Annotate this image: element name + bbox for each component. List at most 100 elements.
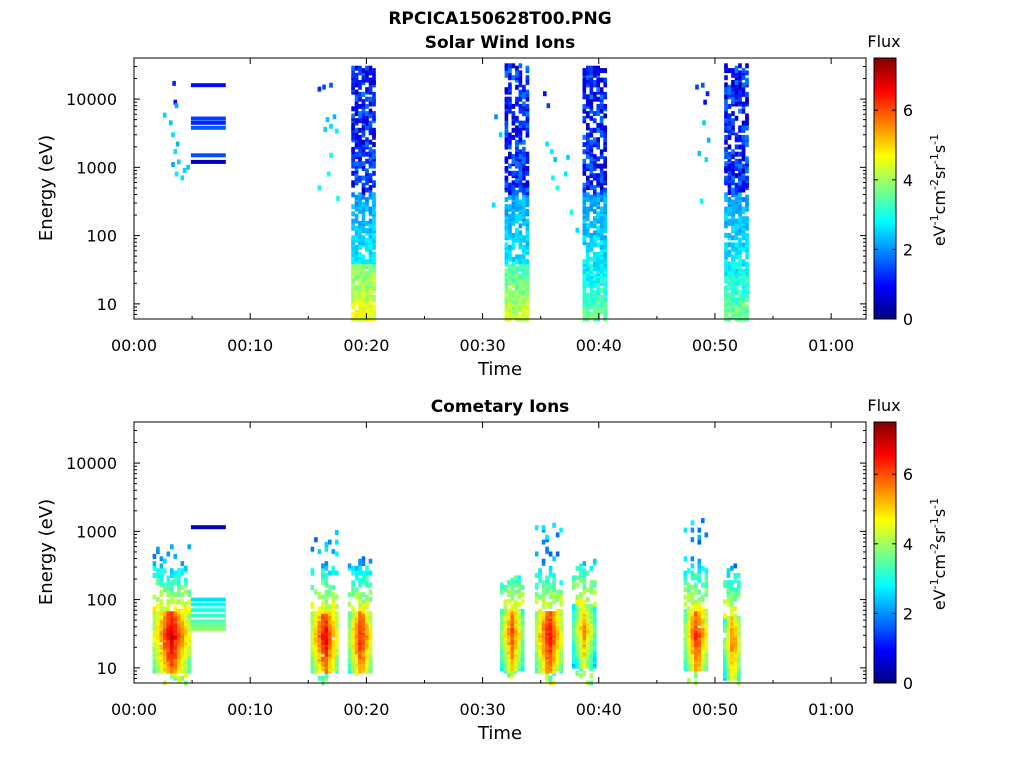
burst-cell (354, 299, 359, 305)
burst-cell (586, 154, 590, 160)
cluster-cell (730, 616, 734, 621)
cluster-cell (159, 661, 164, 667)
colorbar-ticks: 0 2 4 6 (874, 101, 913, 329)
burst-cell (596, 211, 600, 217)
cluster-cell (552, 592, 556, 598)
cluster-cell (730, 584, 734, 590)
burst-cell (596, 156, 600, 162)
cluster-cell (704, 577, 709, 583)
burst-cell (589, 290, 594, 296)
burst-cell (525, 166, 530, 171)
flux-cell (171, 162, 175, 167)
y-tick-label: 1000 (76, 158, 117, 177)
cluster-cell (361, 561, 366, 567)
burst-cell (504, 137, 509, 143)
burst-cell (731, 180, 735, 186)
cluster-cell (365, 582, 369, 588)
cluster-cell (361, 618, 366, 624)
burst-cell (599, 163, 604, 169)
burst-cell (372, 268, 376, 274)
burst-cell (734, 261, 739, 267)
cluster-cell (697, 527, 702, 533)
burst-cell (522, 189, 526, 195)
burst-cell (596, 242, 600, 248)
burst-cell (603, 244, 607, 250)
cluster-cell (159, 623, 164, 629)
burst-cell (365, 168, 369, 174)
burst-cell (354, 151, 359, 157)
cluster-cell (310, 601, 315, 607)
cluster-cell (507, 589, 511, 595)
burst-cell (354, 225, 359, 231)
burst-cell (515, 285, 519, 291)
cluster-cell (517, 575, 521, 581)
burst-cell (603, 192, 607, 198)
cluster-cell (331, 549, 336, 555)
burst-cell (522, 201, 526, 207)
burst-cell (504, 63, 509, 69)
burst-cell (741, 82, 746, 88)
burst-cell (586, 197, 590, 203)
burst-cell (368, 96, 373, 102)
burst-cell (727, 278, 732, 284)
cluster-cell (361, 604, 366, 610)
burst-cell (351, 123, 355, 128)
colorbar: Flux 0 2 4 6 eV-1cm-2sr-1s-1 (867, 32, 949, 329)
cluster-cell (166, 616, 171, 621)
cluster-cell (586, 604, 590, 610)
burst-cell (361, 254, 366, 260)
burst-cell (596, 163, 600, 169)
burst-cell (586, 132, 590, 138)
cluster-cell (324, 599, 329, 605)
burst-cell (741, 68, 746, 74)
burst-cell (515, 130, 519, 136)
burst-cell (745, 237, 749, 243)
burst-cell (586, 314, 590, 320)
y-axis-label: Energy (eV) (36, 499, 57, 605)
cluster-cell (704, 587, 709, 593)
x-tick-label: 00:10 (227, 700, 273, 719)
burst-cell (603, 309, 607, 315)
cluster-cell (351, 570, 355, 576)
burst-cell (365, 103, 369, 109)
burst-cell (358, 175, 362, 181)
flux-cell (335, 128, 339, 134)
cluster-cell (365, 611, 369, 617)
cluster-cell (534, 592, 539, 598)
burst-cell (515, 254, 519, 260)
burst-cell (738, 259, 742, 265)
cluster-cell (704, 608, 709, 614)
burst-cell (365, 259, 369, 265)
burst-cell (361, 130, 366, 136)
burst-cell (603, 187, 607, 193)
burst-cell (511, 134, 516, 140)
cluster-cell (730, 565, 734, 571)
cluster-cell (166, 599, 171, 605)
panel-title: Cometary Ions (431, 397, 570, 417)
cluster-cell (538, 577, 542, 583)
burst-cell (365, 237, 369, 243)
cluster-cell (180, 584, 185, 590)
burst-cell (603, 252, 607, 257)
cluster-cell (582, 670, 587, 676)
x-tick-label: 00:20 (343, 700, 389, 719)
cluster-cell (177, 592, 181, 598)
burst-cell (354, 263, 359, 269)
burst-cell (358, 84, 362, 90)
cluster-cell (730, 611, 734, 617)
burst-cell (504, 287, 509, 293)
cluster-cell (726, 587, 731, 593)
burst-cell (586, 230, 590, 236)
cluster-cell (159, 644, 164, 650)
burst-cell (358, 139, 362, 145)
cluster-cell (187, 589, 191, 595)
burst-cell (522, 170, 526, 176)
cluster-cell (513, 575, 518, 581)
burst-cell (351, 65, 355, 71)
burst-cell (368, 244, 373, 250)
cluster-cell (156, 620, 160, 626)
burst-cell (358, 163, 362, 169)
burst-cell (354, 194, 359, 200)
burst-cell (365, 151, 369, 157)
cluster-cell (358, 611, 362, 617)
